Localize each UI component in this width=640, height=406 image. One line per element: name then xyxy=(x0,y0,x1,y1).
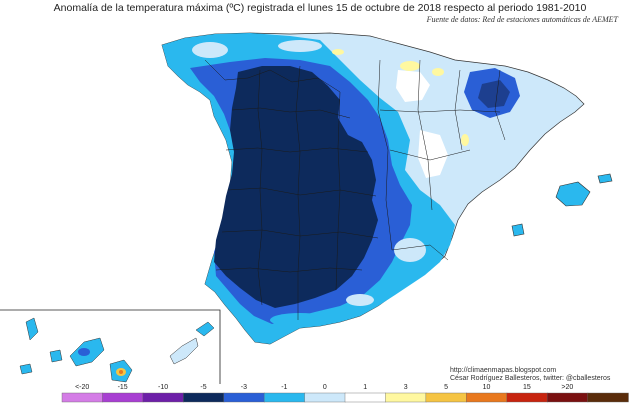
legend-label: -15 xyxy=(117,384,128,391)
balearic-menorca xyxy=(597,173,613,184)
color-legend xyxy=(61,392,629,403)
author-credit: César Rodríguez Ballesteros, twitter: @c… xyxy=(450,375,611,382)
anomaly-near-zero-levante xyxy=(418,130,448,178)
anomaly-cantabria-pale xyxy=(278,40,322,52)
legend-swatch xyxy=(183,392,225,403)
map-title: Anomalía de la temperatura máxima (ºC) r… xyxy=(53,2,587,14)
legend-swatch xyxy=(263,392,306,403)
canary-el-hierro xyxy=(19,363,33,375)
legend-swatch xyxy=(425,392,467,403)
legend-swatch xyxy=(385,392,427,403)
legend-swatch xyxy=(304,392,346,403)
anomaly-northeast-core xyxy=(478,80,510,108)
canary-fuerteventura xyxy=(169,337,199,365)
legend-label: <-20 xyxy=(75,384,90,391)
canary-lanzarote xyxy=(195,321,215,337)
legend-label: 5 xyxy=(444,384,449,391)
legend-swatch xyxy=(102,392,144,403)
anomaly-warm-spot-4 xyxy=(332,49,344,55)
legend-label: 3 xyxy=(403,384,408,391)
legend-label: -10 xyxy=(158,384,169,391)
anomaly-near-zero-ebro xyxy=(396,70,430,102)
legend-label: -3 xyxy=(240,384,248,391)
legend-label: >20 xyxy=(561,384,574,391)
province-boundaries xyxy=(204,59,506,320)
legend-swatch xyxy=(546,392,589,403)
legend-label: -1 xyxy=(281,384,288,391)
legend-swatch xyxy=(466,392,508,403)
anomaly-south-pale xyxy=(346,294,374,306)
legend-swatch xyxy=(587,392,629,403)
anomaly-warm-spot-3 xyxy=(461,134,469,146)
legend-label: 1 xyxy=(363,384,368,391)
legend-label: 0 xyxy=(322,384,327,391)
legend-swatch xyxy=(223,392,265,403)
canary-la-palma xyxy=(25,317,39,341)
legend-swatch xyxy=(61,392,104,403)
legend-label: 15 xyxy=(523,384,531,391)
canary-islands-inset xyxy=(0,309,221,384)
legend-swatch xyxy=(506,392,548,403)
anomaly-warm-spot-2 xyxy=(432,68,444,76)
legend-swatch xyxy=(344,392,387,403)
anomaly-southeast-pale xyxy=(394,238,426,262)
balearic-ibiza xyxy=(511,223,525,237)
legend-label: 10 xyxy=(482,384,491,391)
anomaly-warm-spot-1 xyxy=(400,61,420,71)
credits: http://climaenmapas.blogspot.com César R… xyxy=(450,367,610,383)
data-source: Fuente de datos: Red de estaciones autom… xyxy=(426,15,618,24)
canary-la-gomera xyxy=(49,349,63,363)
balearic-mallorca xyxy=(555,181,591,207)
anomaly-galicia-pale xyxy=(192,42,228,58)
blog-url: http://climaenmapas.blogspot.com xyxy=(450,367,557,374)
legend-label: -5 xyxy=(200,384,207,391)
anomaly-south-light xyxy=(270,313,330,327)
anomaly-dark-core xyxy=(214,66,378,308)
legend-swatch xyxy=(142,392,184,403)
